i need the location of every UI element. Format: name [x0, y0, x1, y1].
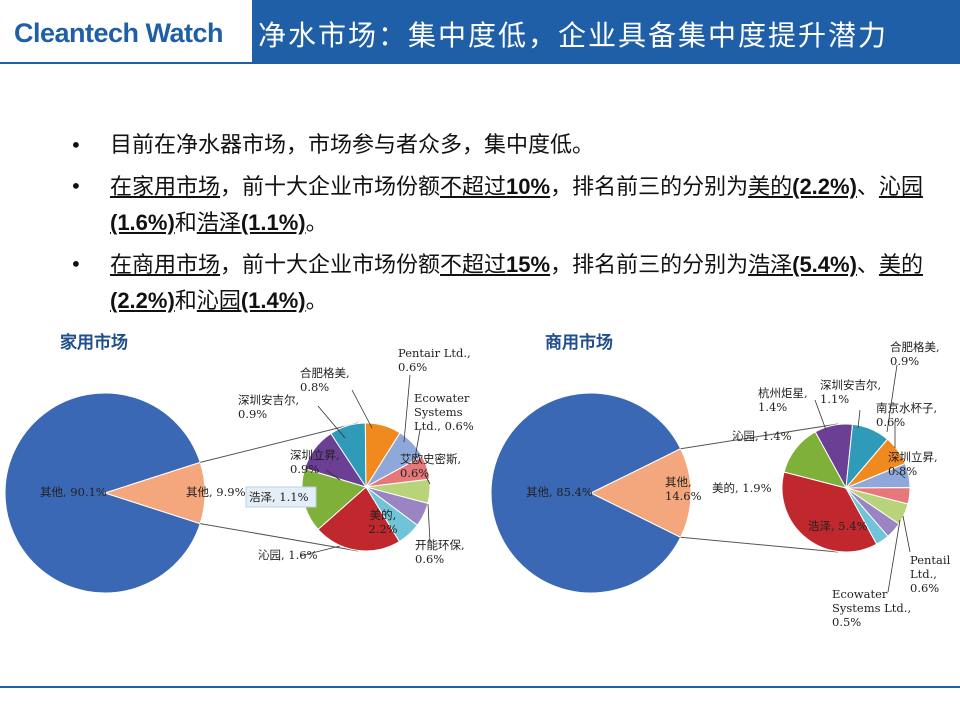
- pie-label: 其他, 14.6%: [665, 475, 702, 503]
- pie-label: 开能环保, 0.6%: [415, 538, 465, 566]
- leader-line: [351, 389, 373, 429]
- bullet-text: 。: [305, 289, 328, 314]
- leader-line: [814, 399, 827, 431]
- pie-label: Pentair Ltd., 0.6%: [398, 346, 471, 374]
- pie-label: 浩泽, 1.1%: [249, 490, 309, 504]
- connector-line: [200, 422, 359, 463]
- pie-label: 美的, 1.9%: [712, 481, 772, 495]
- title-bar: Cleantech Watch 净水市场：集中度低，企业具备集中度提升潜力: [0, 0, 960, 64]
- bullet-text: (5.4%): [792, 252, 857, 277]
- leader-line: [894, 469, 906, 479]
- bullet-text: ，前十大企业市场份额: [220, 253, 441, 278]
- pie-label: 杭州炬星, 1.4%: [758, 386, 808, 414]
- leader-line: [887, 519, 901, 593]
- bullet-text: 、: [856, 175, 879, 200]
- bullet-dot: •: [70, 252, 82, 276]
- connector-line: [680, 536, 839, 553]
- pie-slice-main: [4, 392, 201, 594]
- pie-label: 合肥格美, 0.9%: [890, 340, 940, 368]
- bullet-text: 沁园: [878, 175, 923, 200]
- pie-slice-breakdown: [781, 471, 878, 553]
- bullet-text: ，排名前三的分别为: [550, 175, 749, 200]
- pie-label: 深圳安吉尔, 0.9%: [238, 393, 299, 421]
- pie-slice-breakdown: [845, 487, 889, 545]
- pie-slice-main: [490, 392, 682, 594]
- bullet-text: 目前在净水器市场，市场参与者众多，集中度低。: [110, 133, 595, 158]
- leader-line: [299, 545, 341, 557]
- pie-label: 其他, 90.1%: [40, 485, 107, 499]
- bullet-text: 沁园: [196, 289, 241, 314]
- pie-label: 深圳安吉尔, 1.1%: [820, 378, 881, 406]
- pie-label: 深圳立昇, 0.8%: [888, 450, 938, 478]
- bullet-text: (2.2%): [792, 174, 857, 199]
- bullet-text: 浩泽: [196, 211, 241, 236]
- bullet-dot: •: [70, 174, 82, 198]
- bullet-text: 浩泽: [748, 253, 793, 278]
- pie-label: Ecowater Systems Ltd., 0.5%: [832, 587, 911, 629]
- bullet-list: • 目前在净水器市场，市场参与者众多，集中度低。 • 在家用市场，前十大企业市场份额不…: [70, 128, 930, 325]
- pie-label: 浩泽, 5.4%: [808, 519, 868, 533]
- bullet-text: (1.6%): [110, 210, 175, 235]
- pie-slice-breakdown: [317, 486, 401, 552]
- label-box: [245, 486, 317, 508]
- bullet-item: • 在商用市场，前十大企业市场份额不超过15%，排名前三的分别为浩泽(5.4%)、…: [70, 247, 930, 319]
- leader-line: [857, 409, 861, 429]
- leader-line: [427, 503, 431, 543]
- chart-title: 家用市场: [60, 332, 128, 353]
- bullet-text: 美的: [878, 253, 923, 278]
- bullet-text: ，排名前三的分别为: [550, 253, 749, 278]
- connector-line: [680, 423, 839, 450]
- pie-label: 南京水杯子, 0.6%: [876, 401, 937, 429]
- bullet-text: 美的: [748, 175, 793, 200]
- logo-box: Cleantech Watch: [0, 0, 252, 64]
- footer-divider: [0, 686, 960, 688]
- pie-label: Ecowater Systems Ltd., 0.6%: [414, 391, 474, 433]
- leader-line: [403, 374, 411, 443]
- pie-label: 美的, 2.2%: [368, 508, 397, 536]
- bullet-text: (1.1%): [240, 210, 306, 235]
- bullet-text: 和: [174, 211, 197, 236]
- leader-line: [414, 429, 421, 459]
- bullet-text: 。: [305, 211, 328, 236]
- bullet-text: 不超过: [440, 175, 507, 200]
- bullet-text: (1.4%): [240, 288, 306, 313]
- bullet-text: ，前十大企业市场份额: [220, 175, 441, 200]
- bullet-item: • 目前在净水器市场，市场参与者众多，集中度低。: [70, 128, 930, 163]
- leader-line: [325, 469, 341, 481]
- chart-title: 商用市场: [545, 332, 613, 353]
- pie-label: 其他, 9.9%: [186, 485, 246, 499]
- bullet-text: (2.2%): [110, 288, 175, 313]
- leader-line: [424, 474, 431, 485]
- pie-label: 艾欧史密斯, 0.6%: [400, 452, 461, 480]
- pie-slice-breakdown: [365, 486, 419, 543]
- pie-label: 合肥格美, 0.8%: [300, 366, 350, 394]
- slide-title: 净水市场：集中度低，企业具备集中度提升潜力: [258, 19, 889, 52]
- pie-slice-others: [589, 448, 692, 538]
- bullet-text: 15%: [506, 252, 551, 277]
- bullet-dot: •: [70, 133, 82, 157]
- leader-line: [317, 405, 346, 439]
- pie-label: 沁园, 1.4%: [732, 429, 792, 443]
- leader-line: [886, 364, 898, 433]
- connector-line: [200, 523, 359, 552]
- pie-label: Pentail Ltd., 0.6%: [910, 553, 951, 595]
- bullet-text: 10%: [506, 174, 551, 199]
- bullet-text: 和: [174, 289, 197, 314]
- bullet-text: 在家用市场: [110, 175, 221, 200]
- bullet-text: 在商用市场: [110, 253, 221, 278]
- pie-label: 深圳立昇, 0.9%: [290, 448, 340, 476]
- bullet-text: 不超过: [440, 253, 507, 278]
- bullet-item: • 在家用市场，前十大企业市场份额不超过10%，排名前三的分别为美的(2.2%)、…: [70, 169, 930, 241]
- bullet-text: 、: [856, 253, 879, 278]
- pie-label: 其他, 85.4%: [526, 485, 593, 499]
- leader-line: [902, 515, 911, 553]
- pie-label: 沁园, 1.6%: [258, 548, 318, 562]
- cleantech-watch-logo: Cleantech Watch: [14, 18, 224, 48]
